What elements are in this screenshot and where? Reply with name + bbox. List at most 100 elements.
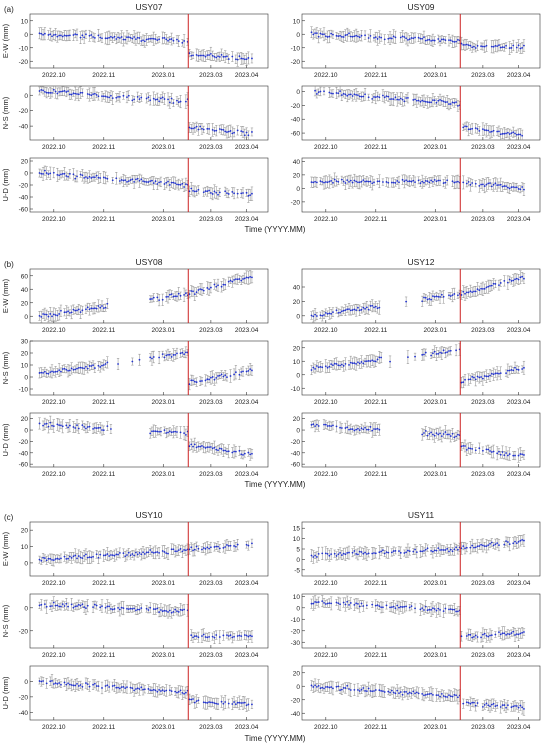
data-point [206,54,209,57]
data-point [79,91,82,94]
data-point [523,44,525,47]
data-point [374,96,377,99]
data-point [38,558,41,561]
data-point [190,443,193,446]
data-point [430,101,433,104]
data-point [339,426,341,429]
data-point [349,428,352,431]
data-point [510,132,513,135]
data-point [251,452,253,455]
data-point [501,132,504,135]
data-point [460,381,463,384]
data-point [243,452,246,455]
data-point [310,181,313,184]
data-point [467,128,470,131]
data-point [245,191,248,194]
data-point [193,126,196,129]
data-point [332,33,334,36]
data-point [190,290,193,292]
data-point [508,369,511,372]
data-point [83,426,86,428]
data-point [339,34,341,37]
data-point [163,36,166,39]
data-point [505,185,507,188]
data-point [172,295,175,298]
data-point [317,91,320,94]
x-tick-label: 2022.11 [364,72,387,79]
data-point [97,176,100,179]
data-point [217,55,219,58]
data-point [346,179,349,181]
data-point [238,449,241,452]
y-tick-label: -40 [291,450,301,457]
x-tick-label: 2022.11 [364,216,387,223]
data-point [193,443,196,446]
data-point [138,37,141,39]
data-point [176,38,178,41]
data-point [410,180,413,183]
data-point [498,184,500,186]
data-point [464,378,466,381]
data-point [138,358,141,361]
x-tick-label: 2022.10 [42,72,66,79]
data-point [328,91,331,94]
data-point [38,372,41,374]
panel-label: (c) [4,513,14,522]
data-point [202,289,205,292]
data-point [364,426,366,429]
data-point [149,180,152,183]
data-point [389,37,391,39]
data-point [360,308,363,311]
data-point [315,93,318,95]
data-point [193,190,196,193]
y-tick-label: -20 [291,59,301,66]
data-point [362,428,365,431]
data-point [365,428,368,431]
data-point [442,100,445,103]
data-point [498,372,500,375]
data-point [412,99,415,101]
data-point [201,288,203,291]
data-point [367,180,370,183]
data-point [245,370,248,373]
data-point [168,184,171,186]
data-point [424,429,427,432]
data-point [60,90,62,93]
data-point [217,449,219,452]
data-point [234,58,237,61]
data-point [211,447,214,450]
data-point [464,445,466,447]
x-tick-label: 2023.04 [235,216,259,223]
data-point [247,370,250,372]
data-point [74,554,77,557]
data-point [453,293,456,295]
data-point [433,295,436,298]
data-point [104,363,107,365]
data-point [426,434,429,437]
data-point [95,553,98,556]
data-point [95,427,98,430]
data-point [324,423,327,426]
data-point [519,47,522,50]
data-point [67,369,69,372]
data-point [133,36,136,38]
data-point [501,185,504,188]
data-point [181,182,184,185]
data-point [215,129,218,132]
data-point [45,172,48,174]
data-point [229,375,232,377]
data-point [498,284,500,287]
y-tick-label: -60 [19,207,29,214]
data-point [337,180,340,183]
data-point [68,34,71,37]
data-point [351,181,354,184]
data-point [340,35,343,38]
data-point [199,125,202,128]
data-point [358,36,361,39]
data-point [88,93,91,96]
data-point [490,372,493,375]
data-point [247,194,250,197]
data-point [249,453,252,456]
data-point [142,180,144,183]
y-tick-label: 60 [21,273,29,280]
